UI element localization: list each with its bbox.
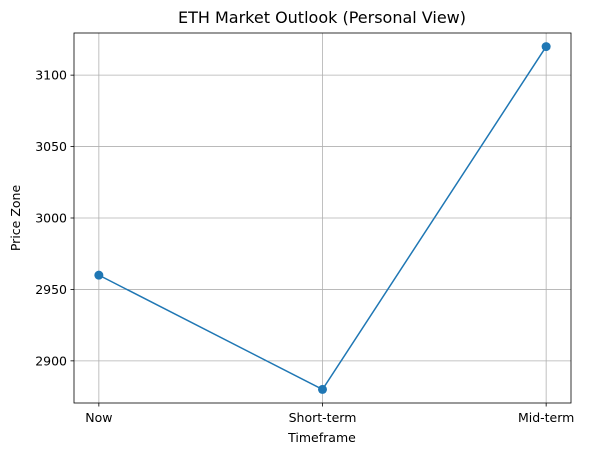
x-tick-label: Now [85, 410, 112, 425]
data-point [318, 384, 327, 394]
y-tick-label: 2900 [35, 353, 67, 368]
plot-area [94, 42, 551, 394]
grid-lines [74, 33, 571, 403]
y-tick-label: 3000 [35, 211, 67, 226]
y-axis-label: Price Zone [8, 185, 23, 252]
y-axis-ticks: 2900 2950 3000 3050 3100 [35, 68, 74, 368]
y-tick-label: 2950 [35, 282, 67, 297]
data-point [94, 270, 104, 280]
x-tick-label: Mid-term [518, 410, 574, 425]
y-tick-label: 3100 [35, 68, 67, 83]
x-axis-label: Timeframe [287, 430, 356, 445]
x-tick-label: Short-term [289, 410, 357, 425]
y-tick-label: 3050 [35, 139, 67, 154]
x-axis-ticks: Now Short-term Mid-term [85, 403, 574, 425]
plot-frame [73, 32, 572, 404]
data-point [541, 42, 551, 52]
chart-title: ETH Market Outlook (Personal View) [178, 8, 466, 27]
